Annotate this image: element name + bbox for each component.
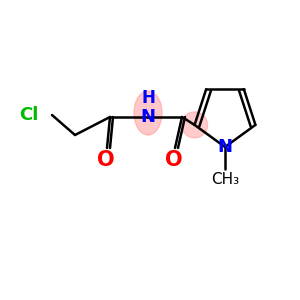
Text: N: N [140,108,155,126]
Text: CH₃: CH₃ [211,172,239,187]
Text: Cl: Cl [19,106,38,124]
Text: N: N [218,138,232,156]
Ellipse shape [134,91,162,135]
Text: O: O [165,150,183,170]
Text: H: H [141,89,155,107]
Ellipse shape [182,112,208,138]
Text: O: O [97,150,115,170]
